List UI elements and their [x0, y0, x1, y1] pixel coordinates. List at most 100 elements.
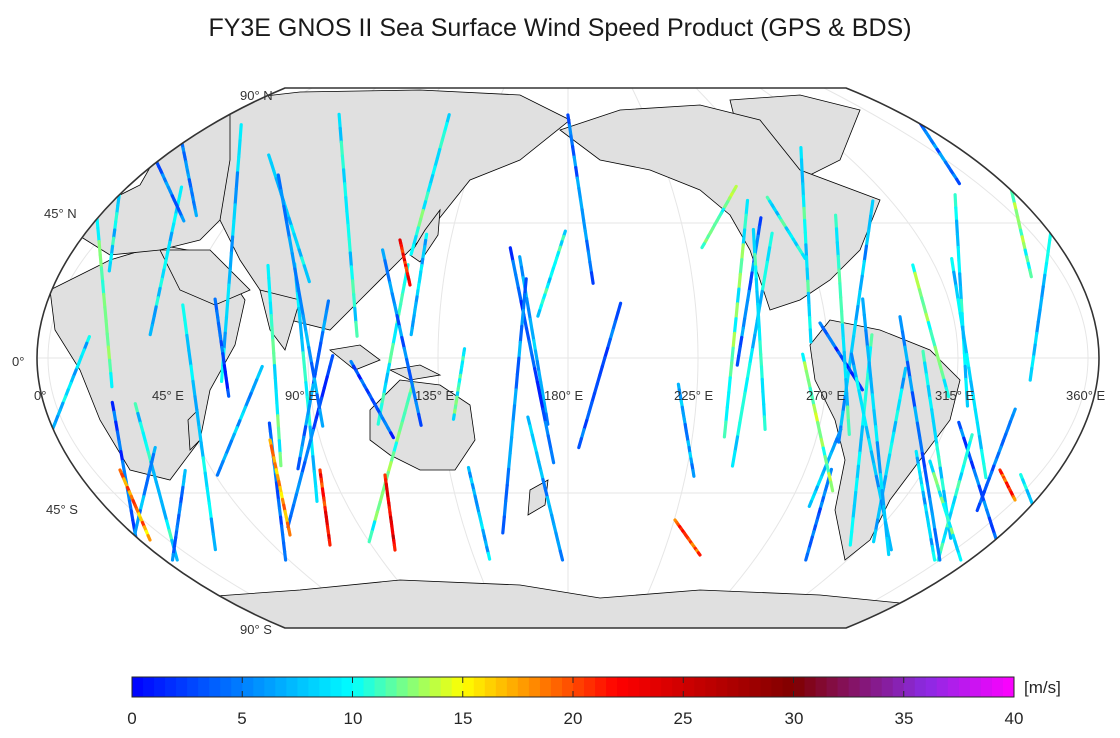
- wind-track-segment: [538, 393, 545, 411]
- wind-track-segment: [353, 306, 358, 324]
- lat-label-45n: 45° N: [44, 206, 77, 221]
- wind-track-segment: [544, 412, 550, 426]
- wind-track-segment: [738, 406, 745, 424]
- wind-track-segment: [287, 236, 294, 255]
- wind-track-segment: [272, 364, 277, 380]
- wind-track-segment: [392, 543, 397, 552]
- colorbar-segment: [396, 677, 408, 697]
- wind-track-segment: [803, 231, 808, 247]
- wind-track-segment: [935, 443, 941, 459]
- wind-track-segment: [345, 209, 350, 227]
- wind-track-segment: [278, 451, 283, 468]
- wind-track-segment: [399, 292, 404, 307]
- wind-track-segment: [312, 377, 319, 397]
- wind-track-segment: [758, 289, 764, 308]
- wind-track-segment: [940, 478, 946, 494]
- colorbar-segment: [573, 677, 585, 697]
- colorbar-segment: [914, 677, 927, 697]
- colorbar-segment: [694, 677, 706, 697]
- wind-track-segment: [510, 420, 515, 440]
- wind-track-segment: [735, 354, 741, 367]
- wind-track-segment: [521, 293, 527, 313]
- colorbar-tick-0: 0: [127, 709, 136, 728]
- wind-track-segment: [136, 548, 142, 562]
- wind-track-segment: [272, 351, 277, 368]
- wind-track-segment: [756, 315, 761, 331]
- wind-track-segment: [882, 505, 888, 525]
- wind-track-segment: [123, 138, 128, 150]
- wind-track-segment: [735, 420, 742, 439]
- wind-track-segment: [849, 352, 856, 368]
- wind-track-segment: [144, 441, 150, 455]
- wind-track-segment: [119, 450, 125, 464]
- wind-track-segment: [566, 113, 572, 128]
- lon-label-270e: 270° E: [806, 388, 846, 403]
- wind-track-segment: [979, 448, 986, 466]
- wind-track-segment: [511, 259, 518, 277]
- wind-track-segment: [92, 187, 98, 204]
- wind-track-segment: [402, 273, 408, 287]
- wind-track-segment: [969, 380, 975, 398]
- wind-track-segment: [1031, 343, 1037, 359]
- colorbar-segment: [628, 677, 640, 697]
- wind-track-segment: [519, 265, 525, 280]
- wind-track-segment: [385, 270, 392, 285]
- wind-track-segment: [402, 346, 409, 362]
- wind-track-segment: [910, 391, 917, 410]
- colorbar-segment: [506, 677, 519, 697]
- wind-track-segment: [898, 315, 905, 334]
- colorbar-segment: [826, 677, 838, 697]
- wind-track-segment: [751, 227, 756, 244]
- wind-track-segment: [328, 354, 335, 368]
- wind-track-segment: [877, 487, 884, 503]
- wind-track-segment: [375, 500, 382, 514]
- wind-track-segment: [846, 419, 851, 436]
- wind-track-segment: [887, 442, 894, 457]
- colorbar-segment: [286, 677, 298, 697]
- wind-track-segment: [722, 420, 728, 439]
- colorbar-tick-marks: [241, 677, 905, 697]
- wind-track-segment: [762, 402, 767, 419]
- colorbar-segment: [936, 677, 949, 697]
- wind-track-segment: [727, 376, 732, 395]
- wind-track-segment: [933, 527, 939, 547]
- wind-track-segment: [414, 401, 421, 416]
- lat-label-45s: 45° S: [46, 502, 78, 517]
- wind-track-segment: [378, 490, 385, 504]
- wind-track-segment: [877, 457, 883, 477]
- colorbar-segment: [528, 677, 541, 697]
- wind-track-segment: [841, 336, 846, 354]
- colorbar-segment: [429, 677, 441, 697]
- wind-track-segment: [869, 199, 875, 218]
- wind-track-segment: [741, 228, 747, 247]
- wind-track-segment: [754, 277, 759, 294]
- wind-track-segment: [384, 372, 390, 386]
- wind-track-segment: [859, 425, 865, 442]
- wind-track-segment: [293, 267, 300, 287]
- wind-track-segment: [843, 364, 848, 382]
- wind-track-segment: [276, 173, 283, 193]
- wind-track-segment: [528, 318, 534, 332]
- wind-track-segment: [581, 218, 587, 233]
- wind-track-segment: [229, 235, 235, 255]
- wind-track-segment: [354, 320, 359, 338]
- wind-track-segment: [268, 289, 272, 305]
- wind-track-segment: [327, 538, 332, 547]
- colorbar-segment: [848, 677, 860, 697]
- wind-track-segment: [585, 239, 591, 254]
- lat-label-0: 0°: [12, 354, 24, 369]
- wind-track-segment: [915, 421, 922, 440]
- wind-track-segment: [960, 325, 967, 343]
- wind-track-segment: [865, 345, 871, 365]
- wind-track-segment: [118, 179, 123, 191]
- wind-track-segment: [757, 327, 762, 344]
- wind-track-segment: [957, 259, 962, 276]
- colorbar-segment: [242, 677, 254, 697]
- wind-track-segment: [276, 414, 281, 430]
- wind-track-segment: [283, 549, 288, 562]
- wind-track-segment: [138, 421, 145, 435]
- colorbar-segment: [870, 677, 882, 697]
- lat-label-90n: 90° N: [240, 88, 273, 103]
- wind-track-segment: [120, 163, 125, 175]
- wind-track-segment: [130, 537, 136, 548]
